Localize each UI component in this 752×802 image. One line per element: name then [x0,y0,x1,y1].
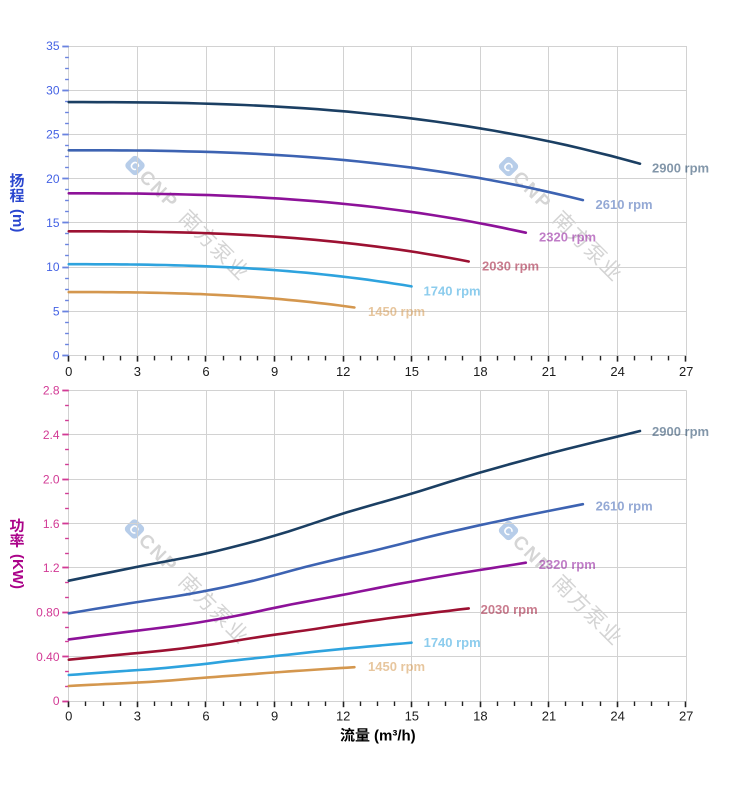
svg-text:1450 rpm: 1450 rpm [368,304,425,319]
svg-text:2.0: 2.0 [43,472,60,486]
svg-text:6: 6 [202,709,209,724]
svg-text:35: 35 [46,39,60,53]
svg-text:0: 0 [65,364,72,379]
svg-text:15: 15 [46,216,60,230]
svg-text:6: 6 [202,364,209,379]
svg-text:2900 rpm: 2900 rpm [652,424,709,439]
svg-text:1.2: 1.2 [43,561,60,575]
svg-text:2610 rpm: 2610 rpm [596,197,653,212]
svg-text:15: 15 [405,709,419,724]
svg-text:27: 27 [679,364,693,379]
svg-text:(m): (m) [9,209,26,232]
svg-text:1.6: 1.6 [43,517,60,531]
svg-text:2030 rpm: 2030 rpm [481,602,538,617]
svg-text:9: 9 [271,709,278,724]
svg-text:15: 15 [405,364,419,379]
svg-text:27: 27 [679,709,693,724]
svg-text:0: 0 [53,694,60,708]
svg-text:0: 0 [65,709,72,724]
svg-text:1740 rpm: 1740 rpm [424,635,481,650]
svg-text:12: 12 [336,709,350,724]
svg-text:2.8: 2.8 [43,384,60,398]
svg-text:2900 rpm: 2900 rpm [652,161,709,176]
svg-text:(m³/h): (m³/h) [374,728,416,745]
svg-text:30: 30 [46,83,60,97]
svg-text:21: 21 [542,364,556,379]
svg-text:10: 10 [46,260,60,274]
svg-text:5: 5 [53,304,60,318]
svg-text:3: 3 [134,709,141,724]
svg-text:20: 20 [46,172,60,186]
svg-text:24: 24 [610,364,624,379]
svg-text:0: 0 [53,349,60,363]
svg-text:1740 rpm: 1740 rpm [424,284,481,299]
svg-text:9: 9 [271,364,278,379]
svg-text:18: 18 [473,364,487,379]
svg-text:2320 rpm: 2320 rpm [539,557,596,572]
svg-text:12: 12 [336,364,350,379]
svg-text:2030 rpm: 2030 rpm [482,258,539,273]
svg-text:1450 rpm: 1450 rpm [368,659,425,674]
svg-text:2.4: 2.4 [43,428,60,442]
svg-text:24: 24 [610,709,624,724]
svg-text:2610 rpm: 2610 rpm [596,499,653,514]
svg-text:0.40: 0.40 [36,650,60,664]
svg-text:(KW): (KW) [9,554,26,589]
svg-text:3: 3 [134,364,141,379]
svg-text:25: 25 [46,128,60,142]
svg-text:2320 rpm: 2320 rpm [539,230,596,245]
svg-text:21: 21 [542,709,556,724]
svg-text:0.80: 0.80 [36,606,60,620]
svg-text:18: 18 [473,709,487,724]
